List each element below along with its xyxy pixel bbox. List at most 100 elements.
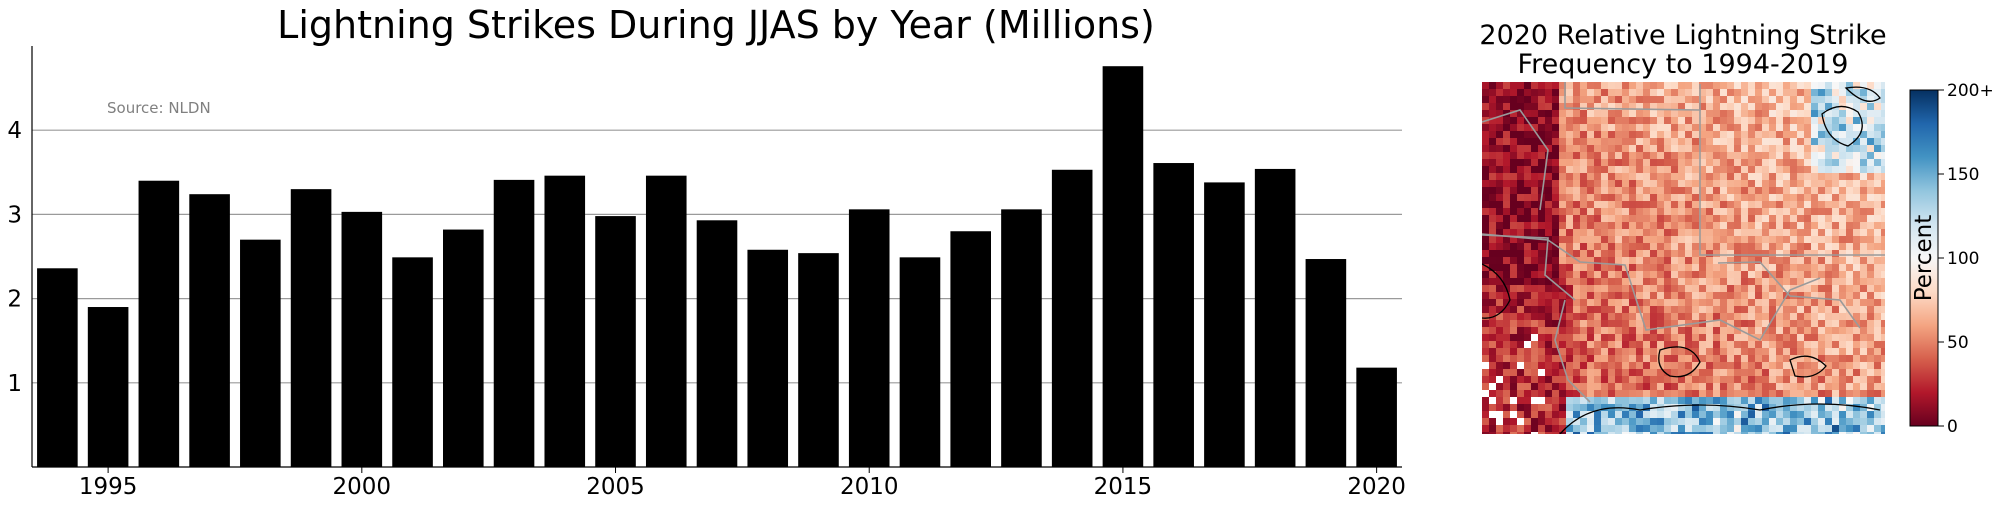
heatmap-cell bbox=[1545, 306, 1552, 313]
heatmap-cell bbox=[1762, 222, 1769, 229]
heatmap-cell bbox=[1741, 306, 1748, 313]
heatmap-cell bbox=[1839, 362, 1846, 369]
heatmap-cell bbox=[1517, 425, 1524, 432]
heatmap-cell bbox=[1783, 271, 1790, 278]
heatmap-cell bbox=[1720, 369, 1727, 376]
heatmap-cell bbox=[1671, 376, 1678, 383]
bar-2015 bbox=[1102, 66, 1144, 467]
heatmap-cell bbox=[1797, 159, 1804, 166]
heatmap-cell bbox=[1846, 432, 1853, 434]
heatmap-cell bbox=[1496, 390, 1503, 397]
heatmap-cell bbox=[1727, 96, 1734, 103]
heatmap-cell bbox=[1615, 320, 1622, 327]
heatmap-cell bbox=[1489, 425, 1496, 432]
heatmap-cell bbox=[1622, 117, 1629, 124]
heatmap-cell bbox=[1860, 82, 1867, 89]
heatmap-cell bbox=[1524, 285, 1531, 292]
heatmap-cell bbox=[1559, 369, 1566, 376]
heatmap-cell bbox=[1776, 103, 1783, 110]
heatmap-cell bbox=[1783, 124, 1790, 131]
heatmap-cell bbox=[1489, 194, 1496, 201]
heatmap-cell bbox=[1566, 124, 1573, 131]
heatmap-cell bbox=[1510, 250, 1517, 257]
heatmap-cell bbox=[1524, 201, 1531, 208]
heatmap-cell bbox=[1783, 390, 1790, 397]
heatmap-cell bbox=[1790, 82, 1797, 89]
heatmap-cell bbox=[1874, 341, 1881, 348]
heatmap-cell bbox=[1839, 264, 1846, 271]
heatmap-cell bbox=[1503, 404, 1510, 411]
heatmap-cell bbox=[1818, 432, 1825, 434]
heatmap-cell bbox=[1762, 82, 1769, 89]
heatmap-cell bbox=[1832, 250, 1839, 257]
heatmap-cell bbox=[1657, 271, 1664, 278]
heatmap-cell bbox=[1818, 348, 1825, 355]
heatmap-cell bbox=[1699, 166, 1706, 173]
heatmap-cell bbox=[1825, 145, 1832, 152]
heatmap-cell bbox=[1881, 313, 1885, 320]
heatmap-cell bbox=[1825, 173, 1832, 180]
heatmap-cell bbox=[1685, 313, 1692, 320]
heatmap-cell bbox=[1860, 187, 1867, 194]
heatmap-cell bbox=[1755, 397, 1762, 404]
heatmap-cell bbox=[1559, 173, 1566, 180]
heatmap-cell bbox=[1846, 229, 1853, 236]
heatmap-cell bbox=[1832, 110, 1839, 117]
heatmap-cell bbox=[1825, 299, 1832, 306]
heatmap-cell bbox=[1769, 264, 1776, 271]
heatmap-cell bbox=[1503, 201, 1510, 208]
heatmap-cell bbox=[1846, 243, 1853, 250]
heatmap-cell bbox=[1636, 257, 1643, 264]
heatmap-cell bbox=[1727, 110, 1734, 117]
heatmap-cell bbox=[1566, 404, 1573, 411]
heatmap-cell bbox=[1587, 131, 1594, 138]
heatmap-cell bbox=[1531, 187, 1538, 194]
heatmap-cell bbox=[1482, 103, 1489, 110]
heatmap-cell bbox=[1664, 362, 1671, 369]
heatmap-cell bbox=[1720, 390, 1727, 397]
heatmap-cell bbox=[1762, 138, 1769, 145]
heatmap-cell bbox=[1566, 390, 1573, 397]
bar-chart: Lightning Strikes During JJAS by Year (M… bbox=[7, 3, 1406, 500]
heatmap-cell bbox=[1685, 257, 1692, 264]
heatmap-cell bbox=[1741, 159, 1748, 166]
heatmap-cell bbox=[1776, 264, 1783, 271]
heatmap-cell bbox=[1720, 103, 1727, 110]
heatmap-cell bbox=[1664, 82, 1671, 89]
heatmap-cell bbox=[1566, 362, 1573, 369]
heatmap-cell bbox=[1559, 152, 1566, 159]
heatmap-cell bbox=[1531, 152, 1538, 159]
heatmap-cell bbox=[1615, 194, 1622, 201]
heatmap-cell bbox=[1874, 306, 1881, 313]
heatmap-cell bbox=[1839, 117, 1846, 124]
heatmap-cell bbox=[1790, 187, 1797, 194]
heatmap-cell bbox=[1629, 355, 1636, 362]
heatmap-cell bbox=[1825, 124, 1832, 131]
heatmap-cell bbox=[1538, 89, 1545, 96]
heatmap-cell bbox=[1699, 376, 1706, 383]
heatmap-cell bbox=[1769, 166, 1776, 173]
heatmap-cell bbox=[1650, 306, 1657, 313]
heatmap-cell bbox=[1776, 313, 1783, 320]
heatmap-cell bbox=[1839, 320, 1846, 327]
heatmap-cell bbox=[1762, 229, 1769, 236]
heatmap-cell bbox=[1678, 187, 1685, 194]
heatmap-cell bbox=[1552, 299, 1559, 306]
heatmap-cell bbox=[1650, 117, 1657, 124]
heatmap-cell bbox=[1608, 411, 1615, 418]
heatmap-cell bbox=[1874, 285, 1881, 292]
heatmap-cell bbox=[1776, 138, 1783, 145]
heatmap-cell bbox=[1860, 432, 1867, 434]
heatmap-cell bbox=[1741, 173, 1748, 180]
heatmap-cell bbox=[1601, 355, 1608, 362]
heatmap-cell bbox=[1594, 299, 1601, 306]
heatmap-cell bbox=[1706, 215, 1713, 222]
heatmap-cell bbox=[1874, 201, 1881, 208]
heatmap-cell bbox=[1783, 194, 1790, 201]
heatmap-cell bbox=[1566, 320, 1573, 327]
heatmap-cell bbox=[1811, 425, 1818, 432]
heatmap-cell bbox=[1818, 215, 1825, 222]
heatmap-cell bbox=[1825, 383, 1832, 390]
heatmap-cell bbox=[1531, 404, 1538, 411]
heatmap-cell bbox=[1552, 145, 1559, 152]
